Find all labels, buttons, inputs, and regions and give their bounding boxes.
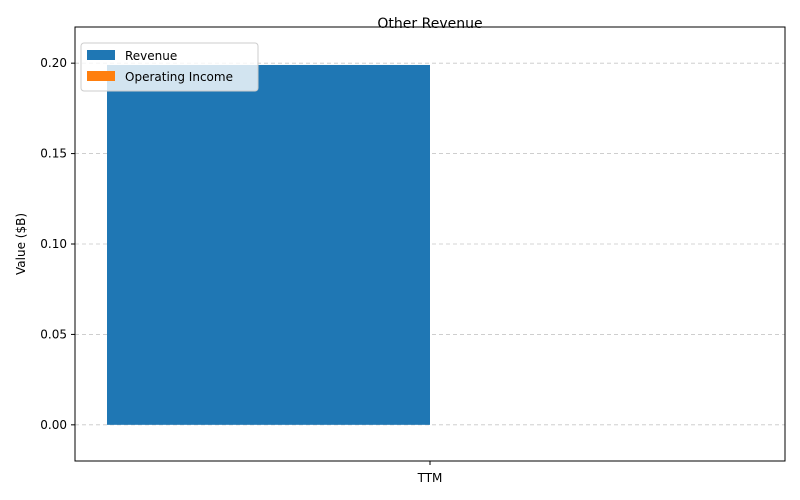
y-axis-ticks: 0.00 0.05 0.10 0.15 0.20 <box>40 56 75 432</box>
legend-label: Operating Income <box>125 70 233 84</box>
bars <box>107 64 430 425</box>
bar-revenue <box>107 64 430 425</box>
y-tick-label: 0.20 <box>40 56 67 70</box>
y-tick-label: 0.05 <box>40 327 67 341</box>
chart-title: Other Revenue <box>377 16 482 32</box>
x-tick-label: TTM <box>417 471 443 485</box>
legend-swatch <box>87 71 115 81</box>
legend-box <box>80 42 259 92</box>
y-tick-label: 0.10 <box>40 237 67 251</box>
legend: Revenue Operating Income <box>80 42 259 92</box>
legend-label: Revenue <box>125 49 177 63</box>
legend-swatch <box>87 50 115 60</box>
x-axis-ticks: TTM <box>417 461 443 485</box>
grid-lines <box>75 62 785 426</box>
y-tick-label: 0.00 <box>40 418 67 432</box>
y-axis-label: Value ($B) <box>14 213 28 275</box>
y-tick-label: 0.15 <box>40 147 67 161</box>
